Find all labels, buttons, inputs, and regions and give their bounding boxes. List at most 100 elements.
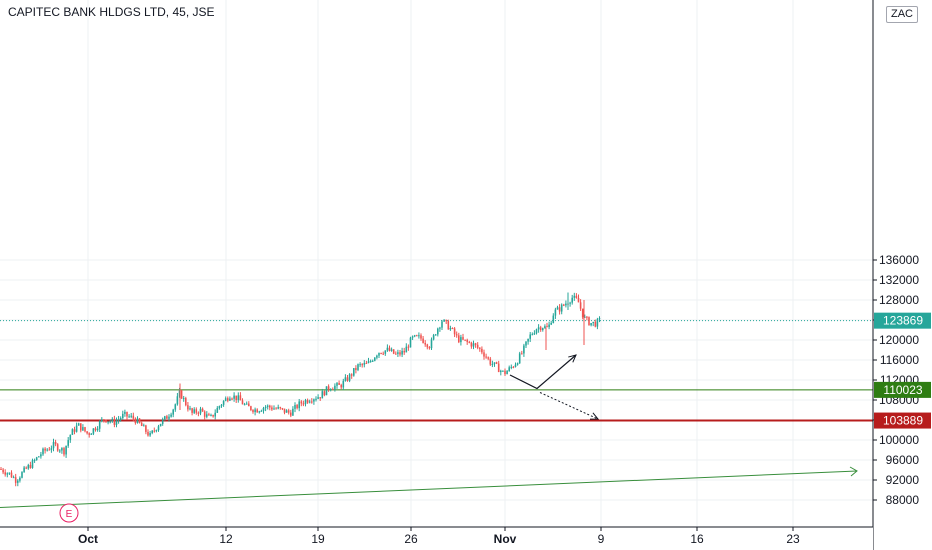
pattern-arrow[interactable]: [509, 354, 577, 390]
candle-body: [8, 472, 11, 474]
candle-body: [2, 469, 4, 473]
candle-body: [565, 303, 567, 306]
candle-body: [411, 336, 414, 338]
candle-body: [426, 344, 429, 348]
candle-body: [168, 416, 170, 419]
candle-body: [342, 380, 345, 388]
candle-body: [374, 357, 376, 361]
candle-body: [420, 335, 422, 339]
candle-body: [573, 295, 576, 298]
candle-body: [388, 347, 391, 351]
candle-body: [384, 350, 387, 354]
candle-body: [193, 409, 195, 413]
candle-body: [292, 408, 294, 416]
candle-body: [86, 431, 88, 434]
candlestick-series: [0, 292, 601, 487]
projection-arrow[interactable]: [539, 392, 599, 420]
candle-body: [155, 430, 158, 432]
candle-body: [527, 338, 529, 342]
candle-body: [596, 319, 599, 327]
candle-body: [416, 335, 418, 337]
candle-body: [334, 385, 336, 390]
candle-body: [531, 334, 534, 336]
candle-body: [264, 406, 267, 408]
candle-body: [395, 353, 397, 355]
earnings-marker[interactable]: E: [59, 503, 79, 523]
annotation-arrows[interactable]: [509, 354, 600, 420]
candle-body: [88, 433, 90, 435]
currency-badge[interactable]: ZAC: [886, 6, 918, 23]
candle-body: [75, 425, 78, 432]
candle-body: [378, 352, 380, 356]
candle-body: [512, 366, 515, 368]
candle-body: [355, 368, 357, 370]
candle-body: [594, 321, 597, 327]
candle-body: [59, 450, 61, 452]
price-tag-label: 103889: [883, 414, 923, 428]
candle-body: [311, 401, 313, 403]
candle-body: [229, 398, 231, 401]
price-tag-resistance: 103889: [874, 412, 931, 429]
candle-body: [304, 400, 307, 405]
candle-body: [500, 370, 502, 373]
price-tag-background: [874, 312, 931, 329]
candle-body: [409, 337, 412, 348]
price-tag-background: [874, 412, 931, 429]
candle-body: [92, 428, 95, 434]
candle-body: [332, 389, 334, 391]
candle-body: [82, 427, 84, 431]
candle-body: [514, 364, 517, 367]
candle-body: [392, 349, 395, 354]
candle-body: [302, 403, 305, 405]
candle-body: [586, 316, 588, 318]
trend-line[interactable]: [0, 466, 858, 508]
arrowhead: [589, 412, 600, 420]
trend-arrowhead: [849, 466, 858, 477]
candle-body: [176, 396, 179, 405]
candle-body: [180, 390, 183, 399]
time-axis[interactable]: Oct 12 19 26 Nov 9 16 23: [0, 526, 873, 550]
candle-body: [138, 418, 141, 423]
price-tick-label: 132000: [879, 273, 919, 287]
candle-body: [159, 423, 162, 427]
candle-body: [439, 327, 441, 329]
candle-body: [449, 327, 452, 330]
candle-body: [145, 425, 147, 432]
candle-body: [266, 405, 269, 407]
candle-body: [14, 477, 17, 483]
candle-body: [479, 347, 481, 349]
candle-body: [130, 415, 132, 417]
candle-body: [25, 467, 27, 469]
candle-body: [386, 347, 389, 351]
candle-body: [33, 460, 36, 462]
candle-body: [182, 398, 185, 400]
candle-body: [231, 398, 233, 400]
candle-body: [296, 404, 298, 409]
candle-body: [294, 404, 296, 409]
candle-body: [103, 419, 105, 421]
horizontal-levels[interactable]: [0, 320, 873, 422]
candle-body: [348, 374, 351, 381]
trend-line-segment[interactable]: [0, 470, 858, 508]
candle-body: [460, 337, 462, 343]
candle-body: [262, 407, 265, 411]
candle-body: [199, 408, 202, 414]
candle-body: [216, 407, 219, 413]
candle-body: [61, 448, 63, 451]
time-tick-label: 23: [786, 532, 800, 546]
candle-body: [571, 297, 573, 303]
candle-body: [481, 348, 483, 353]
candle-body: [166, 416, 168, 419]
candle-body: [107, 421, 109, 423]
candle-body: [432, 335, 435, 340]
candle-body: [208, 414, 210, 416]
candle-body: [48, 449, 51, 451]
earnings-circle[interactable]: [59, 503, 79, 523]
candle-body: [407, 346, 410, 348]
candle-body: [581, 308, 584, 318]
candle-body: [313, 399, 315, 402]
candle-body: [552, 315, 555, 324]
time-tick-label: Oct: [78, 532, 98, 546]
price-axis[interactable]: 8800092000960001000001040001080001120001…: [872, 0, 932, 550]
